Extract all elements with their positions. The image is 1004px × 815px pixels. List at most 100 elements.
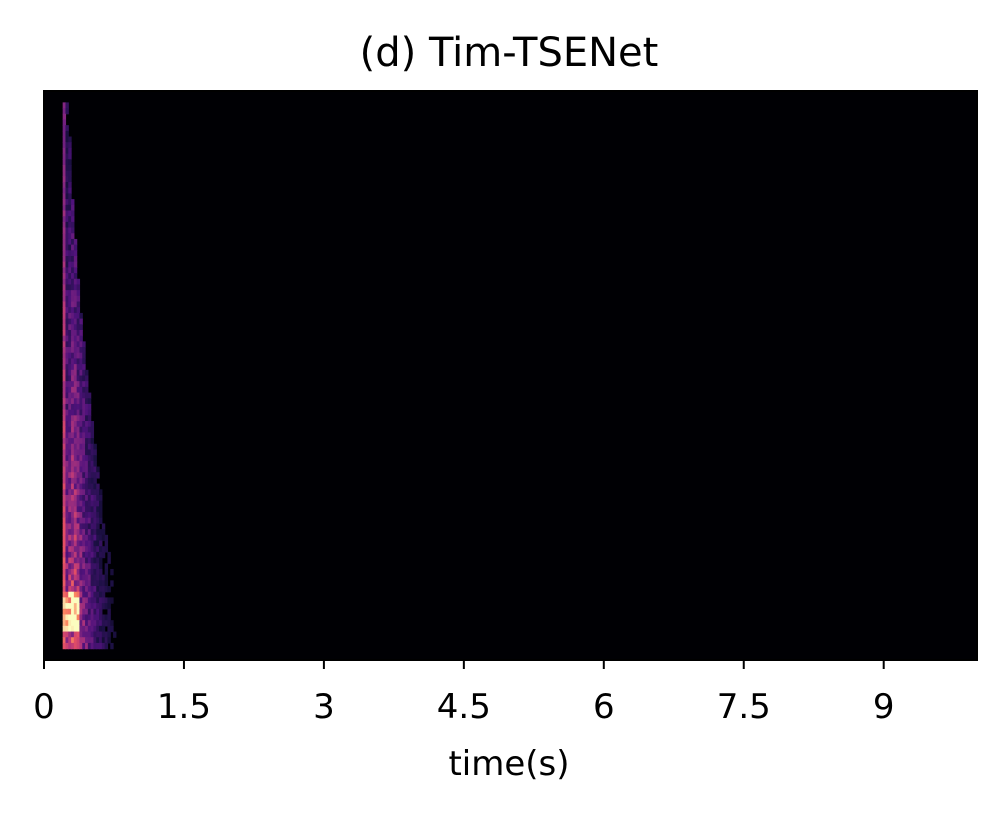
spectrogram-cell [85,494,89,502]
spectrogram-cell [62,278,67,286]
spectrogram-cell [65,432,69,439]
spectrogram-cell [62,426,67,433]
spectrogram-cell [68,529,72,536]
spectrogram-cell [68,216,72,223]
spectrogram-cell [93,608,97,616]
spectrogram-cell [87,574,92,581]
spectrogram-cell [73,551,78,559]
spectrogram-cell [62,392,67,399]
spectrogram-cell [65,381,69,388]
spectrogram-cell [96,637,100,644]
spectrogram-cell [62,551,67,559]
spectrogram-cell [65,483,69,490]
spectrogram-cell [90,574,95,581]
spectrogram-cell [85,574,89,581]
spectrogram-cell [76,301,81,308]
spectrogram-cell [93,529,97,536]
spectrogram-cell [82,358,86,365]
spectrogram-cell [76,500,81,507]
spectrogram-cell [71,238,75,246]
spectrogram-cell [96,523,100,530]
spectrogram-cell [104,568,109,576]
spectrogram-cell [79,466,83,473]
spectrogram-cell [82,620,86,627]
spectrogram-cell [68,182,72,189]
spectrogram-cell [79,460,83,468]
spectrogram-cell [65,489,69,496]
spectrogram-cell [82,529,86,536]
spectrogram-cell [68,608,72,616]
spectrogram-cell [68,620,72,627]
spectrogram-cell [85,631,89,638]
spectrogram-cell [87,620,92,627]
spectrogram-cell [71,637,75,644]
spectrogram-cell [65,273,69,280]
spectrogram-cell [73,358,78,365]
spectrogram-cell [71,307,75,314]
spectrogram-cell [68,147,72,155]
spectrogram-cell [90,637,95,644]
spectrogram-cell [82,642,86,650]
spectrogram-cell [62,586,67,593]
spectrogram-cell [62,250,67,257]
spectrogram-cell [68,557,72,564]
spectrogram-cell [76,631,81,638]
spectrogram-cell [79,506,83,513]
spectrogram-cell [82,568,86,576]
spectrogram-cell [87,580,92,587]
spectrogram-cell [85,443,89,451]
spectrogram-cell [68,233,72,240]
spectrogram-cell [73,546,78,553]
spectrogram-cell [71,563,75,570]
spectrogram-cell [87,586,92,593]
spectrogram-cell [93,449,97,456]
spectrogram-cell [62,273,67,280]
spectrogram-cell [110,620,114,627]
spectrogram-cell [76,295,81,303]
spectrogram-cell [85,642,89,650]
spectrogram-cell [101,637,106,644]
spectrogram-cell [104,631,109,638]
spectrogram-cell [87,557,92,564]
spectrogram-cell [96,631,100,638]
spectrogram-cell [82,341,86,348]
spectrogram-cell [65,512,69,519]
spectrogram-cell [76,403,81,411]
spectrogram-cell [73,625,78,633]
spectrogram-cell [99,517,103,525]
spectrogram-cell [68,267,72,274]
spectrogram-cell [82,506,86,513]
spectrogram-cell [87,489,92,496]
spectrogram-cell [93,586,97,593]
spectrogram-cell [68,500,72,507]
spectrogram-cell [65,199,69,206]
spectrogram-cell [65,443,69,451]
spectrogram-cell [107,637,111,644]
x-axis-label: time(s) [448,744,569,784]
spectrogram-cell [90,472,95,479]
spectrogram-cell [71,341,75,348]
spectrogram-cell [62,506,67,513]
spectrogram-cell [87,603,92,610]
spectrogram-cell [90,580,95,587]
spectrogram-cell [93,591,97,599]
spectrogram-cell [90,506,95,513]
spectrogram-cell [110,642,114,650]
spectrogram-cell [85,415,89,422]
spectrogram-cell [65,221,69,229]
spectrogram-cell [71,614,75,621]
spectrogram-cell [90,466,95,473]
spectrogram-cell [85,421,89,428]
spectrogram-cell [93,477,97,485]
spectrogram-cell [90,517,95,525]
spectrogram-cell [68,227,72,234]
spectrogram-cell [65,608,69,616]
spectrogram-cell [90,642,95,650]
spectrogram-cell [79,574,83,581]
spectrogram-cell [68,506,72,513]
spectrogram-cell [76,386,81,394]
spectrogram-cell [62,113,67,121]
spectrogram-cell [65,341,69,348]
spectrogram-cell [99,574,103,581]
spectrogram-cell [79,375,83,382]
